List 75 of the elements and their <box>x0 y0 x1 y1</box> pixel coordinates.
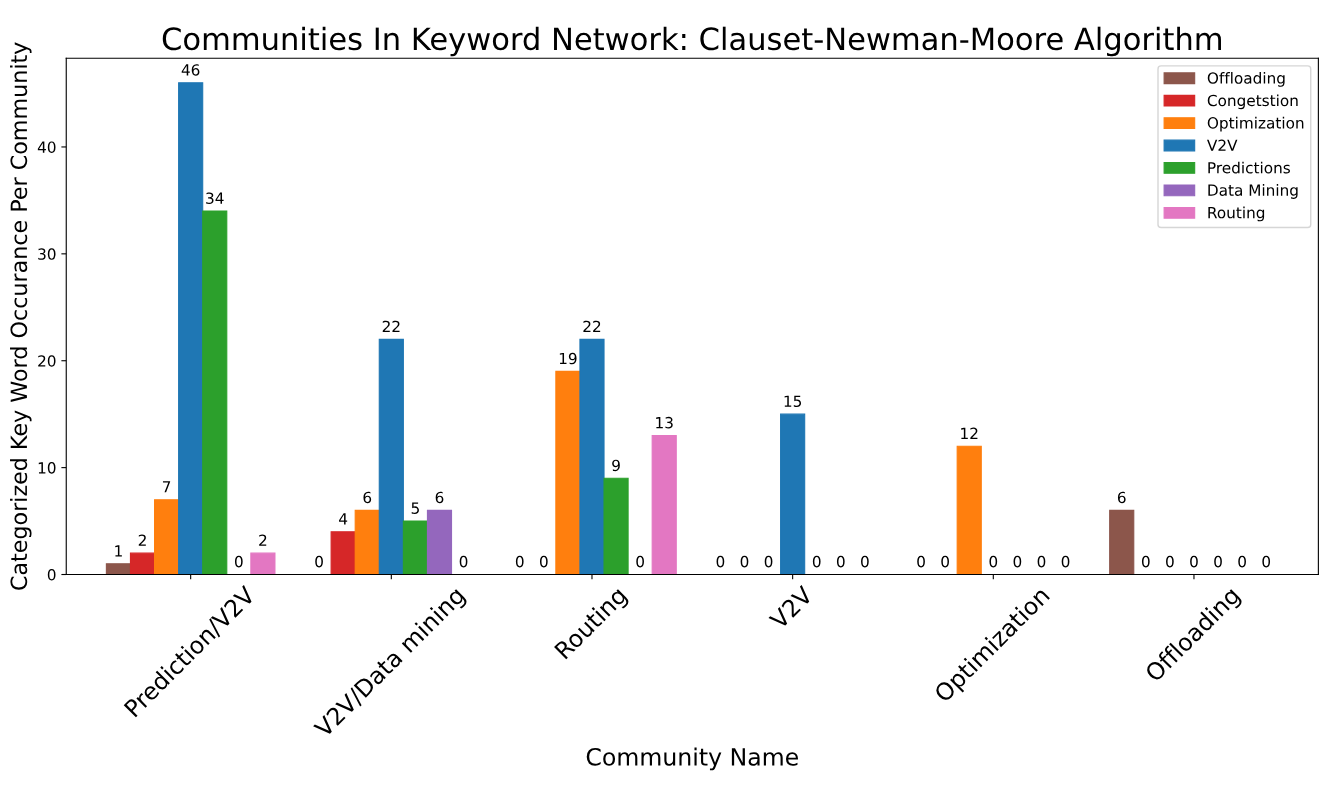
bar <box>780 413 806 575</box>
data-label: 0 <box>740 555 749 568</box>
legend-label: Congetstion <box>1207 94 1298 110</box>
bar <box>178 82 204 575</box>
chart-title: Communities In Keyword Network: Clauset-Newman-Moore Algorithm <box>162 26 1221 57</box>
data-label: 0 <box>764 555 773 568</box>
bar <box>603 477 629 575</box>
data-label: 15 <box>784 395 802 408</box>
data-label: 0 <box>636 555 644 568</box>
data-label: 6 <box>435 491 444 504</box>
data-label: 0 <box>1262 555 1271 568</box>
data-label: 0 <box>1013 555 1022 568</box>
data-label: 0 <box>1037 555 1046 568</box>
data-label: 0 <box>716 555 725 568</box>
data-label: 34 <box>206 192 224 204</box>
y-tick-label: 10 <box>38 462 56 474</box>
data-label: 5 <box>411 502 419 514</box>
data-label: 0 <box>812 555 821 568</box>
data-label: 0 <box>1238 555 1246 568</box>
bar <box>402 520 428 575</box>
data-label: 9 <box>612 459 620 472</box>
data-label: 0 <box>1166 555 1174 568</box>
data-label: 19 <box>559 352 577 365</box>
y-tick-label: 0 <box>47 568 56 581</box>
data-label: 0 <box>234 555 243 568</box>
bar <box>202 210 228 575</box>
data-label: 0 <box>1141 555 1150 568</box>
legend-label: Routing <box>1208 206 1265 222</box>
data-label: 0 <box>941 555 949 568</box>
data-label: 0 <box>315 555 323 568</box>
legend-label: Data Mining <box>1208 184 1298 199</box>
data-label: 6 <box>363 491 372 504</box>
data-label: 2 <box>259 534 267 546</box>
legend-label: Offloading <box>1207 71 1285 87</box>
data-label: 12 <box>961 427 978 439</box>
data-label: 0 <box>459 555 468 568</box>
data-label: 0 <box>989 555 998 568</box>
y-tick-label: 30 <box>38 248 56 260</box>
bar <box>426 509 453 575</box>
data-label: 46 <box>181 64 200 76</box>
data-label: 2 <box>138 534 146 546</box>
bar <box>651 434 677 575</box>
data-label: 0 <box>1061 555 1070 568</box>
y-axis-title: Categorized Key Word Occurance Per Community <box>10 42 32 590</box>
bar <box>555 370 581 575</box>
data-label: 0 <box>917 555 925 568</box>
bar <box>1109 509 1135 575</box>
y-tick-label: 40 <box>37 141 56 153</box>
data-label: 0 <box>861 555 869 568</box>
data-label: 13 <box>656 416 673 429</box>
data-label: 6 <box>1117 491 1126 504</box>
legend-label: Predictions <box>1208 161 1290 174</box>
data-label: 0 <box>515 555 524 568</box>
data-label: 0 <box>539 555 548 568</box>
legend-label: Optimization <box>1207 116 1304 132</box>
x-axis-title: Community Name <box>586 747 798 771</box>
bar <box>378 338 404 575</box>
bar <box>105 563 132 575</box>
bar <box>579 338 605 575</box>
data-label: 4 <box>339 513 348 525</box>
bar <box>354 509 380 575</box>
bar <box>129 552 156 575</box>
legend-label: V2V <box>1207 139 1238 151</box>
bar <box>153 499 180 575</box>
y-tick-label: 20 <box>38 355 56 367</box>
data-label: 0 <box>836 555 845 568</box>
data-label: 1 <box>115 545 122 557</box>
bar <box>250 552 276 575</box>
bar <box>956 445 982 575</box>
data-label: 22 <box>583 320 601 333</box>
data-label: 0 <box>1190 555 1198 568</box>
data-label: 0 <box>1214 555 1222 568</box>
data-label: 7 <box>162 481 171 493</box>
data-label: 22 <box>382 320 400 333</box>
bar <box>330 531 356 575</box>
